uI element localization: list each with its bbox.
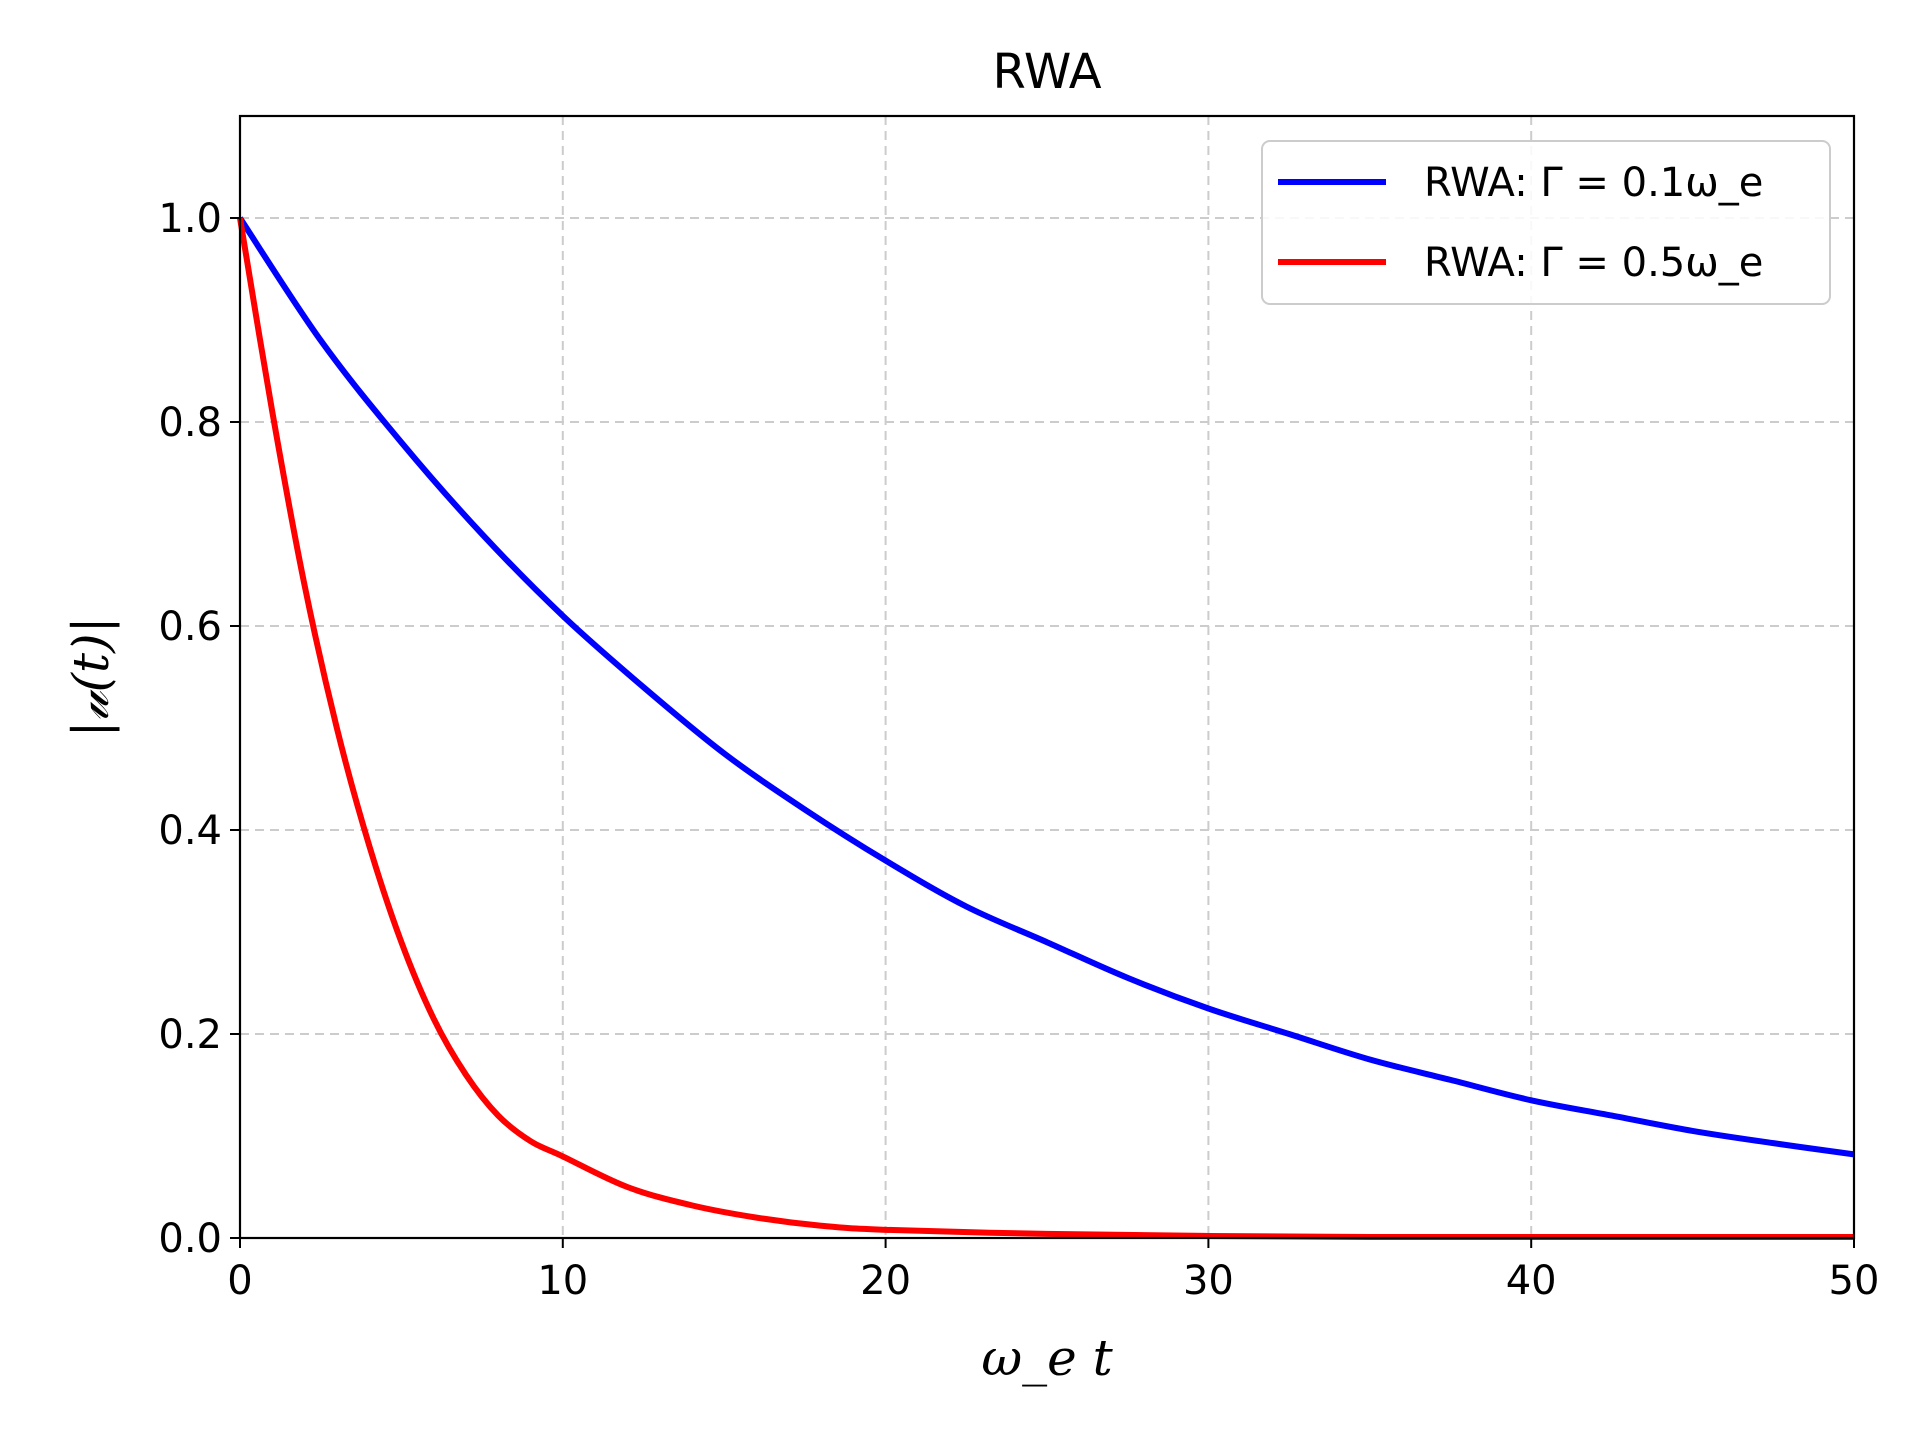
x-tick-label: 0 bbox=[227, 1258, 252, 1304]
legend-box bbox=[1261, 140, 1831, 305]
y-tick-label: 0.8 bbox=[158, 400, 222, 446]
y-tick-label: 0.0 bbox=[158, 1216, 222, 1262]
x-tick-label: 20 bbox=[860, 1258, 911, 1304]
x-tick-label: 40 bbox=[1506, 1258, 1557, 1304]
x-tick-label: 30 bbox=[1183, 1258, 1234, 1304]
y-tick-label: 0.2 bbox=[158, 1012, 222, 1058]
legend-entry-1: RWA: Γ = 0.5ω_e bbox=[1424, 240, 1763, 286]
legend: RWA: Γ = 0.1ω_e RWA: Γ = 0.5ω_e bbox=[1261, 140, 1831, 305]
y-tick-label: 0.6 bbox=[158, 604, 222, 650]
y-axis-ticks: 0.0 0.2 0.4 0.6 0.8 1.0 bbox=[158, 196, 240, 1262]
x-tick-label: 50 bbox=[1829, 1258, 1880, 1304]
y-tick-label: 0.4 bbox=[158, 808, 222, 854]
legend-entry-0: RWA: Γ = 0.1ω_e bbox=[1424, 160, 1763, 206]
x-tick-label: 10 bbox=[537, 1258, 588, 1304]
plot-frame bbox=[238, 114, 1856, 1240]
chart-title: RWA bbox=[992, 44, 1101, 100]
y-axis-label: |𝓊(t)| bbox=[62, 617, 120, 738]
y-tick-label: 1.0 bbox=[158, 196, 222, 242]
series-line-0 bbox=[237, 216, 1855, 1158]
x-axis-ticks: 0 10 20 30 40 50 bbox=[227, 1238, 1879, 1304]
x-axis-label: ω_e t bbox=[981, 1329, 1113, 1387]
